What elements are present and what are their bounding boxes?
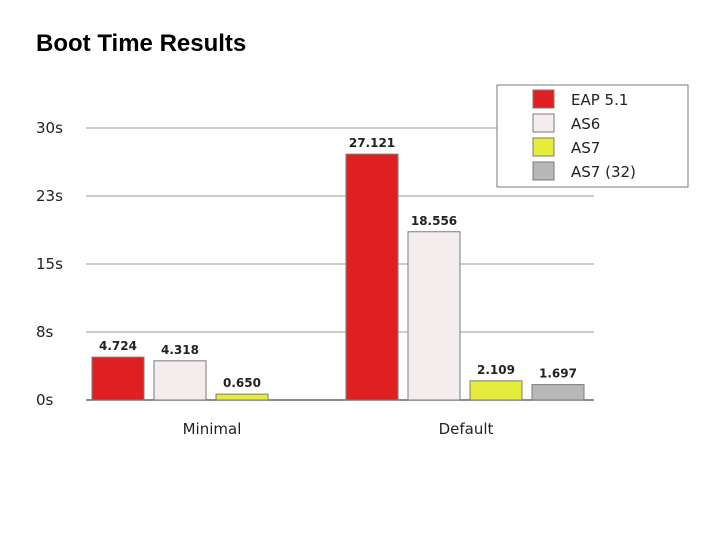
legend-swatch xyxy=(532,161,555,181)
category-label-minimal: Minimal xyxy=(183,420,242,438)
data-label: 4.724 xyxy=(99,339,137,353)
bar-as7-32--default xyxy=(531,384,585,401)
category-label-default: Default xyxy=(439,420,494,438)
bar-as6-default xyxy=(407,231,461,401)
data-label: 18.556 xyxy=(411,214,457,228)
legend-swatch xyxy=(532,89,555,109)
y-tick-label: 23s xyxy=(36,187,63,205)
legend-box xyxy=(496,84,689,188)
y-tick-label: 15s xyxy=(36,255,63,273)
y-axis: 0s 8s 15s 23s 30s xyxy=(36,119,63,409)
legend-entry: AS7 (32) xyxy=(571,163,636,181)
legend-swatch xyxy=(532,113,555,133)
legend: EAP 5.1 AS6 AS7 AS7 (32) xyxy=(496,84,689,188)
data-label: 0.650 xyxy=(223,376,261,390)
legend-entry: AS7 xyxy=(571,139,600,157)
bar-eap-5-1-minimal xyxy=(91,356,145,401)
bar-as7-default xyxy=(469,380,523,401)
legend-entry: AS6 xyxy=(571,115,600,133)
data-labels: 4.724 27.121 4.318 18.556 0.650 2.109 1.697 xyxy=(99,136,577,390)
y-tick-label: 30s xyxy=(36,119,63,137)
y-tick-label: 0s xyxy=(36,391,54,409)
bars xyxy=(91,153,585,401)
data-label: 4.318 xyxy=(161,343,199,357)
x-axis: Minimal Default xyxy=(183,420,494,438)
data-label: 1.697 xyxy=(539,367,577,381)
y-tick-label: 8s xyxy=(36,323,54,341)
data-label: 27.121 xyxy=(349,136,395,150)
data-label: 2.109 xyxy=(477,363,515,377)
slide-title: Boot Time Results xyxy=(36,30,247,57)
legend-swatch xyxy=(532,137,555,157)
legend-entry: EAP 5.1 xyxy=(571,91,628,109)
bar-as7-minimal xyxy=(215,393,269,401)
bar-eap-5-1-default xyxy=(345,153,399,401)
bar-as6-minimal xyxy=(153,360,207,401)
